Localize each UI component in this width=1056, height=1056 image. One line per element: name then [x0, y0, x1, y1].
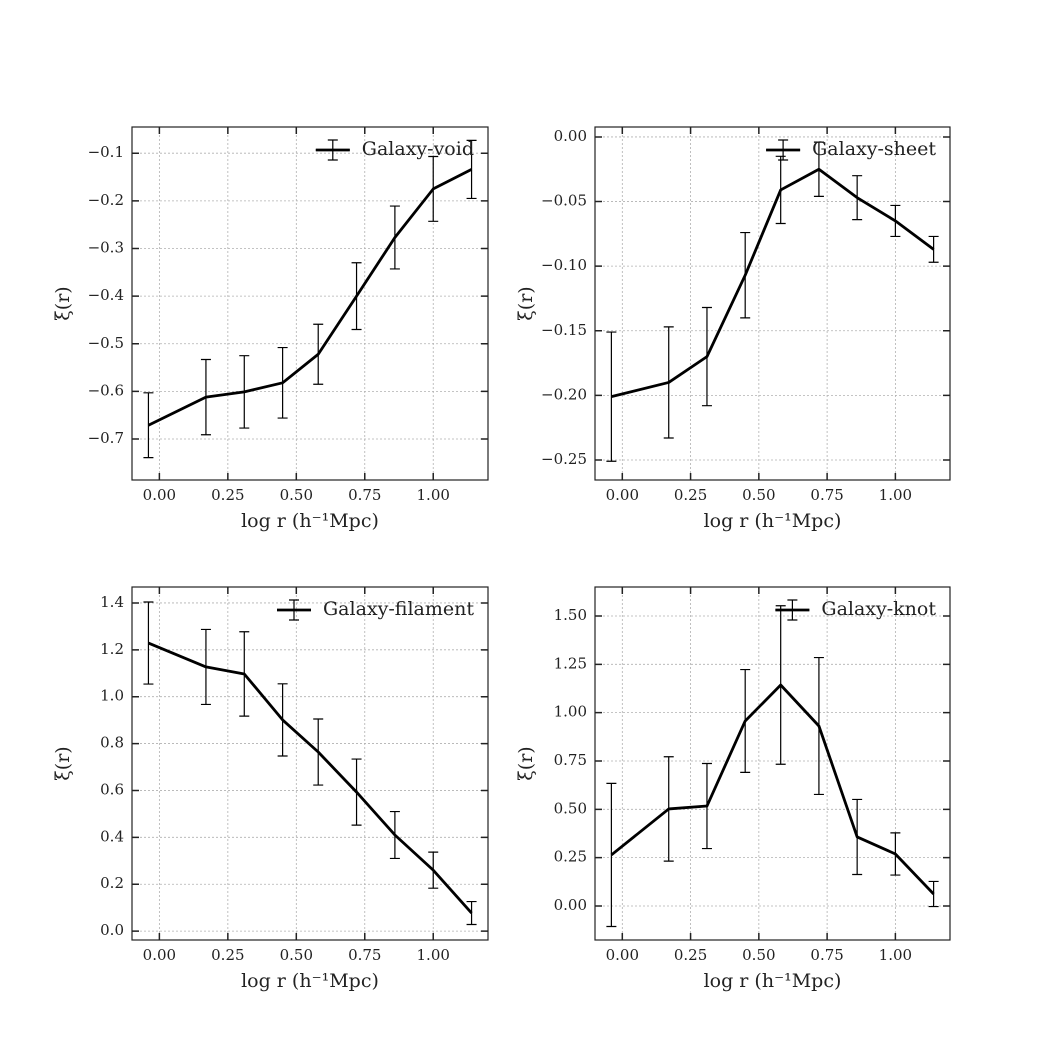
y-tick-label: 1.2: [100, 640, 124, 658]
axes: 0.00 0.25 0.50 0.75 1.00 0.0 0.2 0.4 0.6 0.8 1.0 1.…: [52, 586, 489, 992]
y-tick-label: 0.2: [100, 874, 124, 892]
x-axis-label: log r (h⁻¹Mpc): [241, 510, 379, 532]
x-tick-label: 0.75: [348, 946, 381, 964]
x-tick-label: 0.25: [211, 486, 244, 504]
y-axis-label: ξ(r): [52, 286, 74, 320]
axes-frame: [594, 126, 951, 481]
y-tick-label: −0.1: [88, 143, 124, 161]
y-tick-label: 0.75: [554, 751, 587, 769]
data-line: [147, 641, 473, 914]
y-tick-label: 0.4: [100, 827, 124, 845]
x-tick-label: 1.00: [417, 946, 450, 964]
y-tick-label: −0.3: [88, 238, 124, 256]
x-tick-label: 0.50: [280, 486, 313, 504]
axes-frame: [131, 126, 489, 481]
x-tick-label: 0.75: [810, 946, 843, 964]
axes: 0.00 0.25 0.50 0.75 1.00 0.00 0.25 0.50 0.75 1.00…: [515, 586, 951, 992]
y-axis-label: ξ(r): [515, 746, 537, 780]
y-tick-label: −0.2: [88, 191, 124, 209]
y-tick-label: −0.05: [541, 192, 587, 210]
x-axis-label: log r (h⁻¹Mpc): [241, 970, 379, 992]
y-tick-label: −0.7: [88, 429, 124, 447]
x-tick-label: 1.00: [879, 946, 912, 964]
y-tick-label: −0.25: [541, 450, 587, 468]
axes-frame: [131, 586, 489, 941]
y-tick-label: 1.4: [100, 593, 124, 611]
x-tick-label: 1.00: [879, 486, 912, 504]
legend-label: Galaxy-knot: [821, 598, 936, 620]
y-tick-label: −0.4: [88, 286, 124, 304]
error-bar: [143, 392, 154, 459]
y-axis-label: ξ(r): [52, 746, 74, 780]
x-tick-label: 1.00: [417, 486, 450, 504]
data-line: [610, 683, 935, 895]
y-tick-label: −0.10: [541, 256, 587, 274]
y-tick-label: 0.0: [100, 921, 124, 939]
x-tick-label: 0.00: [143, 486, 176, 504]
x-tick-label: 0.25: [674, 486, 707, 504]
x-tick-label: 0.50: [742, 486, 775, 504]
y-tick-label: −0.6: [88, 381, 124, 399]
x-tick-label: 0.50: [742, 946, 775, 964]
y-tick-label: −0.20: [541, 385, 587, 403]
x-tick-label: 0.00: [606, 486, 639, 504]
y-tick-label: −0.5: [88, 334, 124, 352]
legend-label: Galaxy-sheet: [812, 138, 936, 160]
axes-frame: [594, 586, 951, 941]
x-tick-label: 0.25: [211, 946, 244, 964]
x-axis-label: log r (h⁻¹Mpc): [704, 510, 842, 532]
y-tick-label: 0.6: [100, 780, 124, 798]
data-line: [147, 168, 473, 427]
y-tick-label: 0.50: [554, 799, 587, 817]
x-tick-label: 0.00: [143, 946, 176, 964]
axes: 0.00 0.25 0.50 0.75 1.00 −0.25 −0.20 −0.15 −0.10…: [515, 126, 951, 532]
y-tick-label: 1.0: [100, 687, 124, 705]
y-axis-label: ξ(r): [515, 286, 537, 320]
axes: 0.00 0.25 0.50 0.75 1.00 −0.7 −0.6 −0.5 −0.4 −0.3…: [52, 126, 489, 532]
legend-label: Galaxy-void: [362, 138, 474, 160]
x-axis-label: log r (h⁻¹Mpc): [704, 970, 842, 992]
y-tick-label: 0.8: [100, 734, 124, 752]
legend-label: Galaxy-filament: [323, 598, 474, 620]
y-tick-label: 1.00: [554, 703, 587, 721]
y-tick-label: 1.25: [554, 654, 587, 672]
x-tick-label: 0.00: [606, 946, 639, 964]
y-tick-label: 0.25: [554, 848, 587, 866]
y-tick-label: 0.00: [554, 127, 587, 145]
y-tick-label: −0.15: [541, 321, 587, 339]
x-tick-label: 0.75: [810, 486, 843, 504]
y-tick-label: 1.50: [554, 606, 587, 624]
x-tick-label: 0.75: [348, 486, 381, 504]
x-tick-label: 0.25: [674, 946, 707, 964]
y-tick-label: 0.00: [554, 896, 587, 914]
x-tick-label: 0.50: [280, 946, 313, 964]
data-line: [611, 167, 935, 399]
